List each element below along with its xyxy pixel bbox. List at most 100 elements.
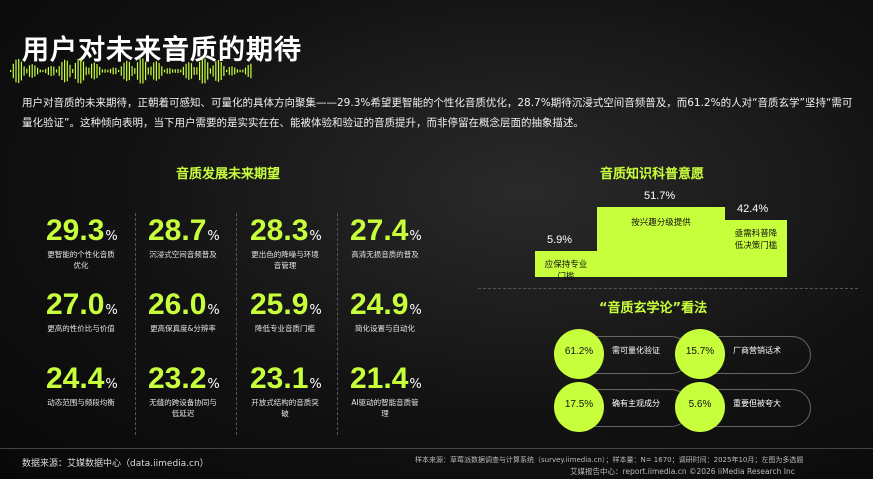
step-bar: 亟需科普降低决策门槛	[725, 219, 787, 277]
step-label: 亟需科普降低决策门槛	[734, 228, 778, 251]
stat-label: AI驱动的智能音质管理	[351, 398, 419, 418]
view-label: 确有主观成分	[612, 399, 660, 408]
wave-bar	[18, 58, 20, 84]
wave-bar	[72, 69, 74, 73]
stat-percent-sign: %	[105, 229, 118, 244]
wave-bar	[47, 67, 49, 75]
wave-bar	[15, 59, 17, 83]
wave-bar	[69, 64, 71, 78]
stat-percent-sign: %	[105, 377, 118, 392]
view-circle	[675, 329, 725, 379]
wave-bar	[20, 61, 22, 81]
step-value: 5.9%	[547, 234, 573, 246]
wave-bar	[228, 67, 230, 75]
stat-value: 23.2	[148, 362, 207, 395]
view-label: 重要但被夸大	[733, 399, 781, 408]
stat-item: 28.7% 沉浸式空间音频普及	[148, 216, 248, 260]
wave-bar	[182, 66, 184, 76]
wave-bar	[88, 67, 90, 75]
step-bar: 应保持专业门槛	[535, 251, 597, 282]
wave-bar	[161, 66, 163, 76]
wave-bar	[212, 65, 214, 77]
wave-bar	[128, 61, 130, 81]
wave-bar	[39, 69, 41, 73]
wave-bar	[223, 65, 225, 77]
stat-percent-sign: %	[309, 303, 322, 318]
divider	[337, 213, 338, 435]
stat-label: 高清无损音质的普及	[351, 250, 419, 259]
wave-bar	[115, 67, 117, 75]
wave-bar	[250, 63, 252, 79]
stat-value: 29.3	[46, 214, 105, 247]
stat-value: 27.0	[46, 288, 105, 321]
stat-value: 28.7	[148, 214, 207, 247]
wave-bar	[236, 69, 238, 73]
wave-bar	[196, 67, 198, 75]
wave-bar	[112, 67, 114, 75]
stat-label: 动态范围与频段均衡	[47, 398, 115, 407]
wave-bar	[185, 63, 187, 79]
stat-value: 25.9	[250, 288, 309, 321]
wave-bar	[101, 69, 103, 73]
stat-label: 无缝的跨设备协同与低延迟	[149, 398, 217, 418]
stat-value: 27.4	[350, 214, 409, 247]
divider	[478, 288, 858, 289]
wave-bar	[172, 69, 174, 73]
wave-bar	[55, 69, 58, 73]
wave-bar	[93, 62, 95, 80]
view-value: 15.7%	[685, 346, 715, 357]
wave-bar	[12, 63, 14, 79]
stat-item: 26.0% 更高保真度&分辨率	[148, 290, 248, 334]
metaphysics-section-title: “音质玄学论”看法	[599, 301, 708, 316]
wave-bar	[199, 61, 201, 81]
stat-label: 降低专业音质门槛	[255, 324, 315, 333]
stat-label: 更智能的个性化音质优化	[47, 250, 115, 270]
wave-bar	[34, 65, 36, 77]
stat-percent-sign: %	[409, 377, 422, 392]
wave-bar	[150, 66, 152, 76]
stat-item: 24.9% 简化设置与自动化	[350, 290, 450, 334]
view-item: 17.5% 确有主观成分	[554, 382, 690, 432]
sample-info: 样本来源：草莓派数据调查与计算系统（survey.iimedia.cn）；样本量…	[415, 456, 804, 464]
wave-bar	[174, 69, 176, 73]
stat-label: 更高的性价比与价值	[47, 324, 115, 333]
wave-bar	[215, 61, 217, 81]
step-label: 按兴趣分级提供	[631, 218, 691, 229]
wave-bar	[82, 61, 85, 81]
wave-bar	[226, 69, 228, 73]
stat-label: 更出色的降噪与环境音管理	[251, 250, 319, 270]
view-label: 厂商营销话术	[733, 346, 781, 355]
divider	[236, 213, 237, 435]
wave-bar	[169, 68, 171, 74]
step-value: 42.4%	[737, 202, 769, 215]
stat-percent-sign: %	[409, 303, 422, 318]
view-item: 61.2% 需可量化验证	[554, 329, 690, 379]
stat-item: 23.2% 无缝的跨设备协同与低延迟	[148, 364, 248, 419]
wave-bar	[145, 61, 147, 81]
stat-percent-sign: %	[105, 303, 118, 318]
view-item: 5.6% 重要但被夸大	[675, 382, 811, 432]
soundwave-decoration	[10, 58, 252, 84]
wave-bar	[37, 67, 39, 75]
wave-bar	[220, 62, 222, 80]
wave-bar	[188, 62, 190, 80]
view-circle	[554, 329, 604, 379]
view-circle	[675, 382, 725, 432]
wave-bar	[85, 66, 87, 76]
view-item: 15.7% 厂商营销话术	[675, 329, 811, 379]
wave-bar	[107, 69, 109, 73]
wave-bar	[134, 68, 136, 74]
stat-percent-sign: %	[207, 303, 220, 318]
wave-bar	[61, 61, 63, 81]
stat-percent-sign: %	[309, 229, 322, 244]
wave-bar	[239, 69, 241, 73]
stat-label: 沉浸式空间音频普及	[149, 250, 217, 259]
wave-bar	[109, 68, 112, 74]
footer-line	[0, 448, 873, 449]
wave-bar	[126, 60, 128, 82]
step-bar: 按兴趣分级提供	[597, 207, 725, 277]
wave-bar	[209, 68, 211, 74]
wave-bar	[244, 67, 247, 75]
stat-percent-sign: %	[409, 229, 422, 244]
wave-bar	[10, 70, 12, 72]
